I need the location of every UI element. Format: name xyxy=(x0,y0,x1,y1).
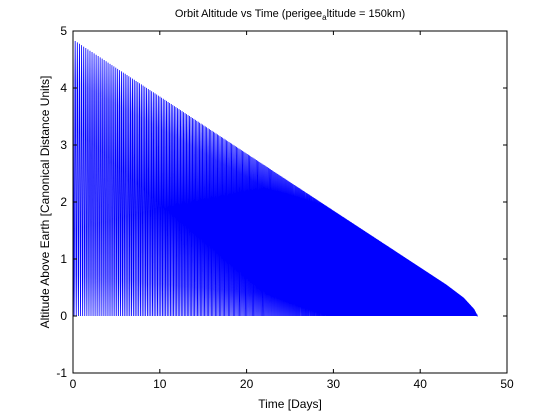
x-tick-label: 20 xyxy=(240,377,254,391)
chart-title-tail: ltitude = 150km) xyxy=(327,8,406,20)
series-line-altitude xyxy=(72,39,478,317)
y-tick-label: -1 xyxy=(56,366,67,380)
y-axis-label: Altitude Above Earth [Canonical Distance… xyxy=(38,76,52,329)
y-tick-label: 5 xyxy=(60,24,67,38)
chart-title-main: Orbit Altitude vs Time (perigee xyxy=(175,8,322,20)
data-layer xyxy=(72,39,478,317)
x-tick-label: 50 xyxy=(500,377,514,391)
y-tick-label: 1 xyxy=(60,252,67,266)
x-tick-label: 40 xyxy=(414,377,428,391)
x-tick-label: 10 xyxy=(153,377,167,391)
y-tick-label: 0 xyxy=(60,309,67,323)
y-tick-label: 4 xyxy=(60,81,67,95)
x-tick-label: 0 xyxy=(70,377,77,391)
x-tick-label: 30 xyxy=(327,377,341,391)
y-tick-label: 2 xyxy=(60,195,67,209)
chart-title: Orbit Altitude vs Time (perigeealtitude … xyxy=(175,8,405,22)
chart-title-subscript: a xyxy=(322,13,327,22)
x-axis-label: Time [Days] xyxy=(258,397,322,411)
y-tick-label: 3 xyxy=(60,138,67,152)
